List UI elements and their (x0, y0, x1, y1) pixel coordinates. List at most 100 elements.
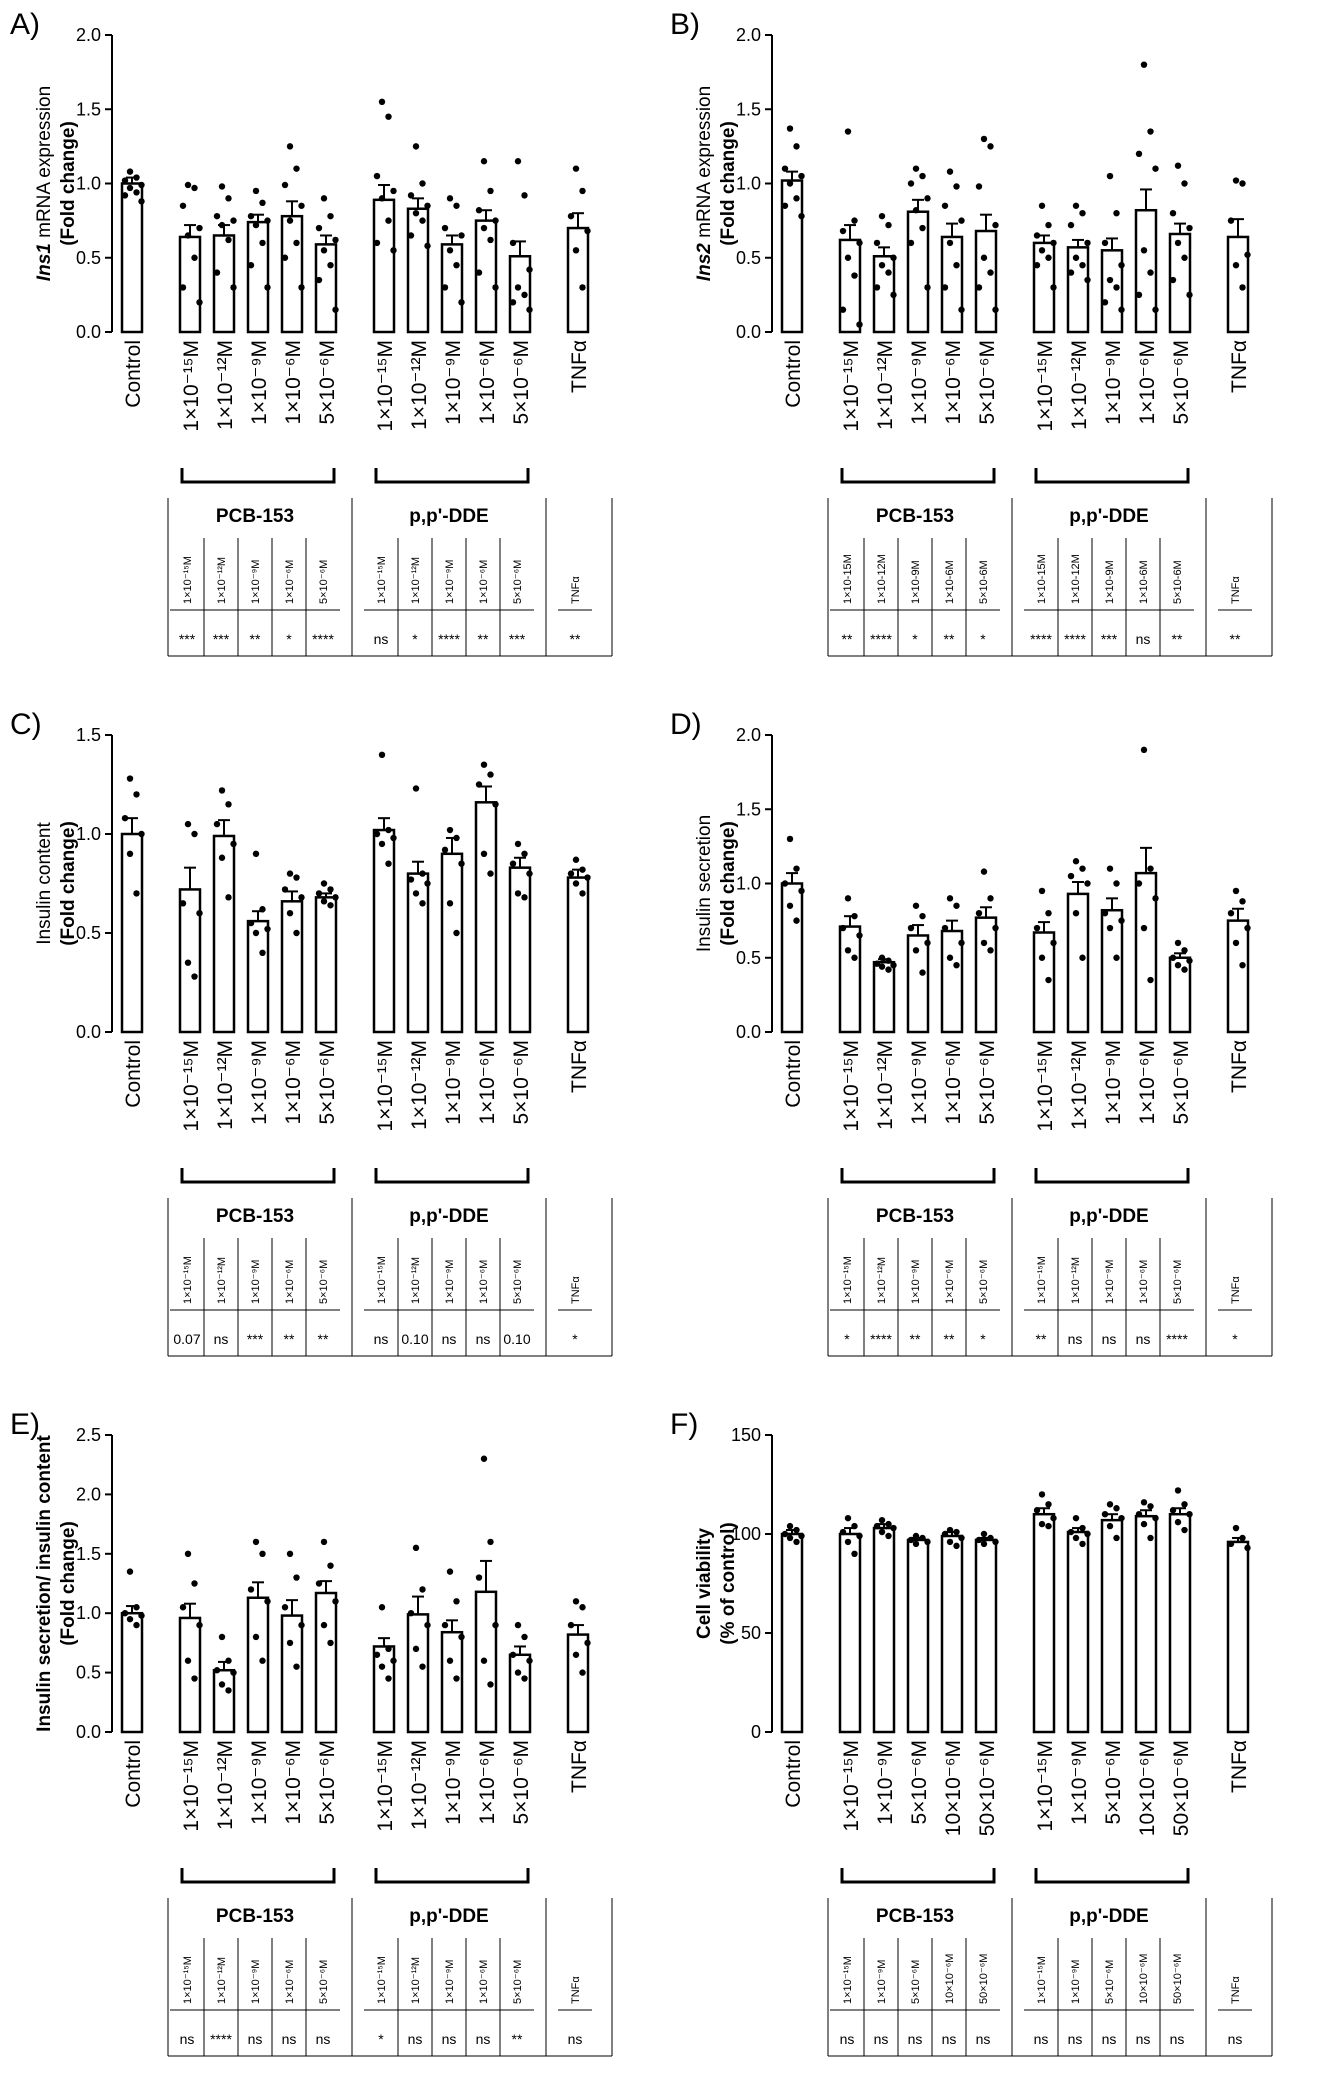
data-point (1239, 180, 1246, 187)
group-bracket (840, 468, 996, 484)
data-point (412, 143, 420, 150)
data-point (218, 854, 226, 861)
table-header: 1×10⁻¹²M (216, 1957, 228, 2004)
data-point (378, 840, 386, 848)
panel-letter: A) (10, 8, 40, 41)
data-point (252, 1633, 260, 1641)
data-point (126, 775, 134, 782)
x-tick-label-group: 1×10⁻⁹M (248, 1740, 271, 1825)
x-tick-label-group: 5×10⁻⁶M (976, 340, 999, 425)
data-point (873, 1522, 881, 1530)
data-point (390, 834, 397, 842)
bar (566, 226, 590, 334)
x-tick-label: Control (782, 340, 805, 408)
data-point (1140, 247, 1148, 254)
data-point (526, 1657, 533, 1664)
data-point (579, 284, 586, 291)
x-tick-label-group: 1×10⁻⁹M (908, 1040, 931, 1125)
table-sig: * (1232, 1331, 1238, 1347)
panel-c: C) 0.0 0.5 1.0 1.5 Insulin content (Fold chan… (0, 700, 660, 1400)
data-point (264, 1598, 271, 1605)
x-tick-label-group: 5×10⁻⁶M (1102, 1740, 1125, 1825)
data-point (247, 212, 255, 220)
data-point (1050, 1514, 1057, 1522)
data-point (259, 239, 266, 247)
x-tick-label: 1×10⁻¹²M (1068, 340, 1091, 430)
data-point (385, 860, 392, 867)
table-header: 1×10-15M (842, 554, 854, 604)
data-point (252, 221, 260, 229)
data-point (579, 1604, 586, 1611)
data-point (213, 269, 221, 276)
table-header: 1×10⁻⁶M (284, 560, 296, 604)
data-point (980, 939, 988, 947)
data-point (851, 272, 858, 279)
data-point (844, 1514, 852, 1522)
x-tick-label: 1×10⁻⁹M (442, 1040, 465, 1125)
table-header: 5×10⁻⁶M (318, 1960, 330, 2004)
data-point (1067, 221, 1075, 229)
data-point (1067, 872, 1075, 880)
data-point (885, 1520, 892, 1528)
data-point (133, 189, 140, 196)
data-point (487, 771, 494, 778)
table-header: 1×10⁻⁶M (478, 1260, 490, 1304)
table-header-group: 1×10⁻¹⁵M (1036, 1956, 1048, 2004)
table-sig: ns (1068, 1331, 1083, 1347)
data-point (247, 261, 255, 269)
table-header-group: 1×10⁻⁹M (1070, 1960, 1082, 2004)
data-point (844, 128, 852, 135)
x-tick-label-group: 1×10⁻⁹M (1102, 340, 1125, 425)
data-point (1232, 939, 1240, 947)
y-label-line1: Insulin content (34, 822, 55, 945)
data-point (1084, 239, 1091, 247)
data-point (912, 1532, 920, 1540)
data-point (327, 212, 334, 220)
table-header-group: TNFα (1230, 1276, 1242, 1304)
table-header: 1×10⁻¹⁵M (376, 1956, 388, 2004)
table-sig: ns (1136, 1331, 1151, 1347)
data-point (487, 1538, 494, 1546)
data-point (332, 236, 339, 244)
table-header-group: 1×10⁻⁶M (284, 560, 296, 604)
data-point (225, 894, 232, 901)
x-tick-label-group: Control (782, 1740, 805, 1808)
table-sig: ** (1036, 1331, 1047, 1347)
data-point (1072, 858, 1080, 865)
data-point (1152, 306, 1159, 313)
data-point (121, 1610, 129, 1617)
table-header: 5×10⁻⁶M (512, 1960, 524, 2004)
data-point (919, 172, 926, 180)
y-label-line1: Ins2 mRNA expression (694, 86, 715, 281)
bar (246, 220, 270, 334)
data-point (953, 1542, 960, 1550)
data-point (1038, 1520, 1046, 1528)
data-point (230, 284, 237, 291)
x-tick-label-group: 1×10⁻⁹M (442, 1040, 465, 1125)
table-header-group: 10×10⁻⁶M (944, 1954, 956, 2004)
table-sig: *** (179, 631, 196, 647)
x-tick-label-group: TNFα (568, 340, 591, 393)
data-point (786, 1534, 794, 1542)
data-point (1174, 961, 1182, 969)
bar (508, 866, 532, 1034)
data-point (373, 172, 381, 180)
table-header: 1×10⁻¹⁵M (182, 1956, 194, 2004)
data-point (1038, 202, 1046, 209)
data-point (1084, 880, 1091, 887)
table-sig: ns (374, 1331, 389, 1347)
table-header: 50×10⁻⁶M (1172, 1954, 1184, 2004)
table-sig: ns (374, 631, 389, 647)
x-tick-label: 1×10⁻⁶M (282, 1740, 305, 1825)
x-tick-label-group: Control (782, 340, 805, 408)
x-tick-label: 1×10⁻¹²M (214, 1740, 237, 1830)
data-point (1038, 247, 1046, 254)
table-sig: * (980, 631, 986, 647)
bar (474, 801, 498, 1034)
data-point (579, 187, 586, 195)
table-sig: ns (476, 1331, 491, 1347)
data-point (286, 217, 294, 224)
x-tick-label-group: 5×10⁻⁶M (316, 1740, 339, 1825)
data-point (293, 1574, 300, 1581)
x-tick-label: 1×10⁻⁶M (476, 1740, 499, 1825)
